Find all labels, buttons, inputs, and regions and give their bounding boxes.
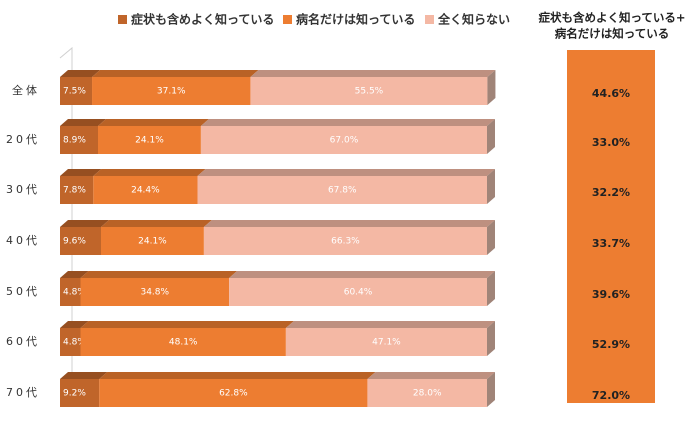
value-label: 4.8% <box>63 288 86 298</box>
value-label: 34.8% <box>140 288 169 298</box>
category-label: 40代 <box>6 234 40 247</box>
bar-top <box>60 220 109 227</box>
bar-top <box>80 321 294 328</box>
bar <box>200 126 487 154</box>
bar <box>60 227 101 255</box>
bar-top <box>99 372 376 379</box>
totals-title: 病名だけは知っている <box>555 27 669 41</box>
bar <box>80 328 286 356</box>
bar-side <box>487 271 495 306</box>
bar <box>60 379 100 407</box>
value-label: 66.3% <box>331 237 360 247</box>
bar <box>367 379 487 407</box>
bar-top <box>80 271 238 278</box>
value-label: 48.1% <box>169 338 198 348</box>
value-label: 37.1% <box>157 87 186 97</box>
bar-top <box>367 372 495 379</box>
bar <box>60 176 94 204</box>
value-label: 67.8% <box>328 186 357 196</box>
bar <box>197 176 487 204</box>
bar-top <box>203 220 496 227</box>
bar-top <box>197 169 495 176</box>
value-label: 4.8% <box>63 338 86 348</box>
bar-top <box>60 321 89 328</box>
bar <box>203 227 488 255</box>
bar <box>250 77 488 105</box>
total-value: 52.9% <box>592 338 630 351</box>
category-label: 50代 <box>6 285 40 298</box>
legend-swatch <box>425 15 434 24</box>
total-value: 33.0% <box>592 136 630 149</box>
value-label: 8.9% <box>63 136 86 146</box>
value-label: 24.1% <box>135 136 164 146</box>
bar-side <box>487 119 495 154</box>
bar <box>60 328 81 356</box>
bar-top <box>100 220 212 227</box>
bar-top <box>92 70 259 77</box>
legend-swatch <box>118 15 127 24</box>
value-label: 7.5% <box>63 87 86 97</box>
bar-top <box>285 321 495 328</box>
category-label: 20代 <box>6 133 40 146</box>
legend-label: 全く知らない <box>437 12 510 27</box>
value-label: 7.8% <box>63 186 86 196</box>
bar-side <box>487 220 495 255</box>
bar-top <box>250 70 496 77</box>
category-label: 60代 <box>6 335 40 348</box>
bar-side <box>487 372 495 407</box>
bar <box>99 379 368 407</box>
value-label: 9.2% <box>63 389 86 399</box>
totals-panel <box>567 50 655 403</box>
total-value: 32.2% <box>592 186 630 199</box>
bar <box>60 77 93 105</box>
bar-side <box>487 70 496 105</box>
bar-side <box>487 321 495 356</box>
bar-top <box>60 271 89 278</box>
bar-top <box>60 169 102 176</box>
bar-top <box>229 271 496 278</box>
bar <box>100 227 204 255</box>
bar-top <box>98 119 209 126</box>
bar-top <box>200 119 495 126</box>
bar <box>92 77 251 105</box>
total-value: 33.7% <box>592 237 630 250</box>
bar-top <box>60 372 108 379</box>
value-label: 9.6% <box>63 237 86 247</box>
bar-side <box>487 169 495 204</box>
value-label: 24.1% <box>138 237 167 247</box>
legend-swatch <box>283 15 292 24</box>
value-label: 67.0% <box>330 136 359 146</box>
bar-top <box>60 119 107 126</box>
bar <box>60 278 81 306</box>
value-label: 47.1% <box>372 338 401 348</box>
value-label: 62.8% <box>219 389 248 399</box>
bar <box>229 278 488 306</box>
bar <box>80 278 230 306</box>
bar <box>60 126 99 154</box>
value-label: 60.4% <box>344 288 373 298</box>
bar-top <box>93 169 206 176</box>
legend-label: 病名だけは知っている <box>296 12 415 27</box>
legend-label: 症状も含めよく知っている <box>131 12 274 27</box>
bar <box>93 176 198 204</box>
value-label: 28.0% <box>413 389 442 399</box>
bar <box>285 328 487 356</box>
total-value: 72.0% <box>592 389 630 402</box>
category-label: 全体 <box>12 83 40 97</box>
category-label: 70代 <box>6 386 40 399</box>
category-label: 30代 <box>6 183 40 196</box>
value-label: 24.4% <box>131 186 160 196</box>
totals-title: 症状も含めよく知っている+ <box>538 11 685 25</box>
total-value: 39.6% <box>592 288 630 301</box>
total-value: 44.6% <box>592 87 630 100</box>
bar <box>98 126 201 154</box>
value-label: 55.5% <box>355 87 384 97</box>
bar-top <box>60 70 101 77</box>
